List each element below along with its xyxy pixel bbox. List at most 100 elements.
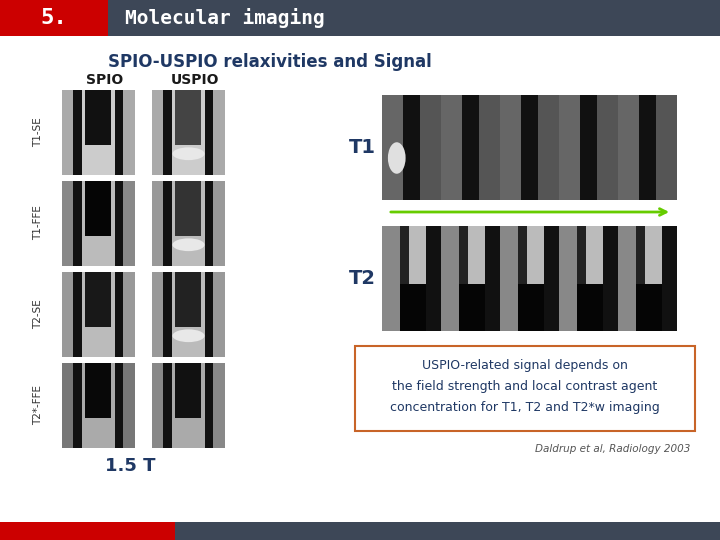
Bar	[459, 284, 485, 331]
Bar	[382, 226, 400, 331]
Bar	[539, 95, 559, 200]
Bar	[114, 363, 123, 448]
Text: T1-FFE: T1-FFE	[33, 206, 43, 240]
Bar	[152, 90, 225, 175]
Bar	[163, 272, 171, 357]
Text: T2-SE: T2-SE	[33, 299, 43, 329]
Bar	[73, 90, 81, 175]
Bar	[441, 95, 462, 200]
Bar	[644, 226, 662, 331]
Bar	[382, 226, 677, 331]
Bar	[0, 0, 720, 36]
Bar	[485, 226, 500, 331]
Text: T2*-FFE: T2*-FFE	[33, 385, 43, 425]
Bar	[73, 363, 81, 448]
Bar	[657, 95, 677, 200]
Bar	[467, 226, 485, 331]
Bar	[518, 226, 526, 331]
Ellipse shape	[173, 238, 204, 251]
Bar	[585, 226, 603, 331]
Bar	[163, 90, 171, 175]
Bar	[86, 272, 111, 327]
Bar	[114, 181, 123, 266]
Bar	[382, 95, 402, 200]
Text: the field strength and local contrast agent: the field strength and local contrast ag…	[392, 380, 657, 393]
Bar	[86, 363, 111, 418]
Bar	[518, 284, 544, 331]
Bar	[526, 226, 544, 331]
Bar	[171, 272, 204, 357]
Bar	[175, 522, 720, 540]
Text: USPIO-related signal depends on: USPIO-related signal depends on	[422, 359, 628, 372]
Text: Molecular imaging: Molecular imaging	[125, 8, 325, 28]
Bar	[521, 95, 539, 200]
Bar	[73, 181, 81, 266]
Bar	[171, 181, 204, 266]
Bar	[636, 284, 662, 331]
Bar	[577, 226, 585, 331]
Bar	[62, 272, 135, 357]
Bar	[152, 181, 225, 266]
Bar	[62, 90, 135, 175]
Bar	[400, 226, 408, 331]
Text: Daldrup et al, Radiology 2003: Daldrup et al, Radiology 2003	[535, 444, 690, 454]
Bar	[382, 95, 677, 200]
Text: T1: T1	[348, 138, 376, 157]
Bar	[500, 95, 521, 200]
Bar	[62, 363, 135, 448]
Bar	[81, 272, 114, 357]
Bar	[163, 181, 171, 266]
Bar	[544, 226, 559, 331]
Bar	[580, 95, 598, 200]
Bar	[618, 95, 639, 200]
Bar	[480, 95, 500, 200]
Bar	[662, 226, 677, 331]
Bar	[176, 181, 201, 237]
Bar	[408, 226, 426, 331]
Text: concentration for T1, T2 and T2*w imaging: concentration for T1, T2 and T2*w imagin…	[390, 401, 660, 414]
Bar	[81, 90, 114, 175]
Bar	[426, 226, 441, 331]
Bar	[171, 90, 204, 175]
Bar	[559, 226, 577, 331]
Text: SPIO-USPIO relaxivities and Signal: SPIO-USPIO relaxivities and Signal	[108, 53, 432, 71]
Bar	[73, 272, 81, 357]
Bar	[420, 95, 441, 200]
Bar	[176, 363, 201, 418]
Bar	[176, 272, 201, 327]
Bar	[204, 363, 213, 448]
FancyBboxPatch shape	[355, 346, 695, 431]
Bar	[176, 90, 201, 145]
Bar	[459, 226, 467, 331]
Bar	[636, 226, 644, 331]
Text: T1-SE: T1-SE	[33, 117, 43, 147]
Bar	[152, 272, 225, 357]
Bar	[204, 272, 213, 357]
Bar	[163, 363, 171, 448]
Bar	[598, 95, 618, 200]
Ellipse shape	[173, 147, 204, 160]
Ellipse shape	[173, 329, 204, 342]
Bar	[171, 363, 204, 448]
Bar	[81, 363, 114, 448]
Ellipse shape	[388, 142, 405, 174]
Bar	[462, 95, 480, 200]
Bar	[152, 363, 225, 448]
Bar	[0, 522, 175, 540]
Bar	[402, 95, 420, 200]
Text: SPIO: SPIO	[86, 73, 124, 87]
Text: 1.5 T: 1.5 T	[104, 457, 156, 475]
Bar	[441, 226, 459, 331]
Bar	[618, 226, 636, 331]
Bar	[114, 90, 123, 175]
Bar	[62, 181, 135, 266]
Bar	[204, 181, 213, 266]
Text: USPIO: USPIO	[171, 73, 220, 87]
Bar	[86, 181, 111, 237]
Bar	[559, 95, 580, 200]
Text: 5.: 5.	[40, 8, 68, 28]
Bar	[400, 284, 426, 331]
Bar	[577, 284, 603, 331]
Bar	[114, 272, 123, 357]
Bar	[204, 90, 213, 175]
